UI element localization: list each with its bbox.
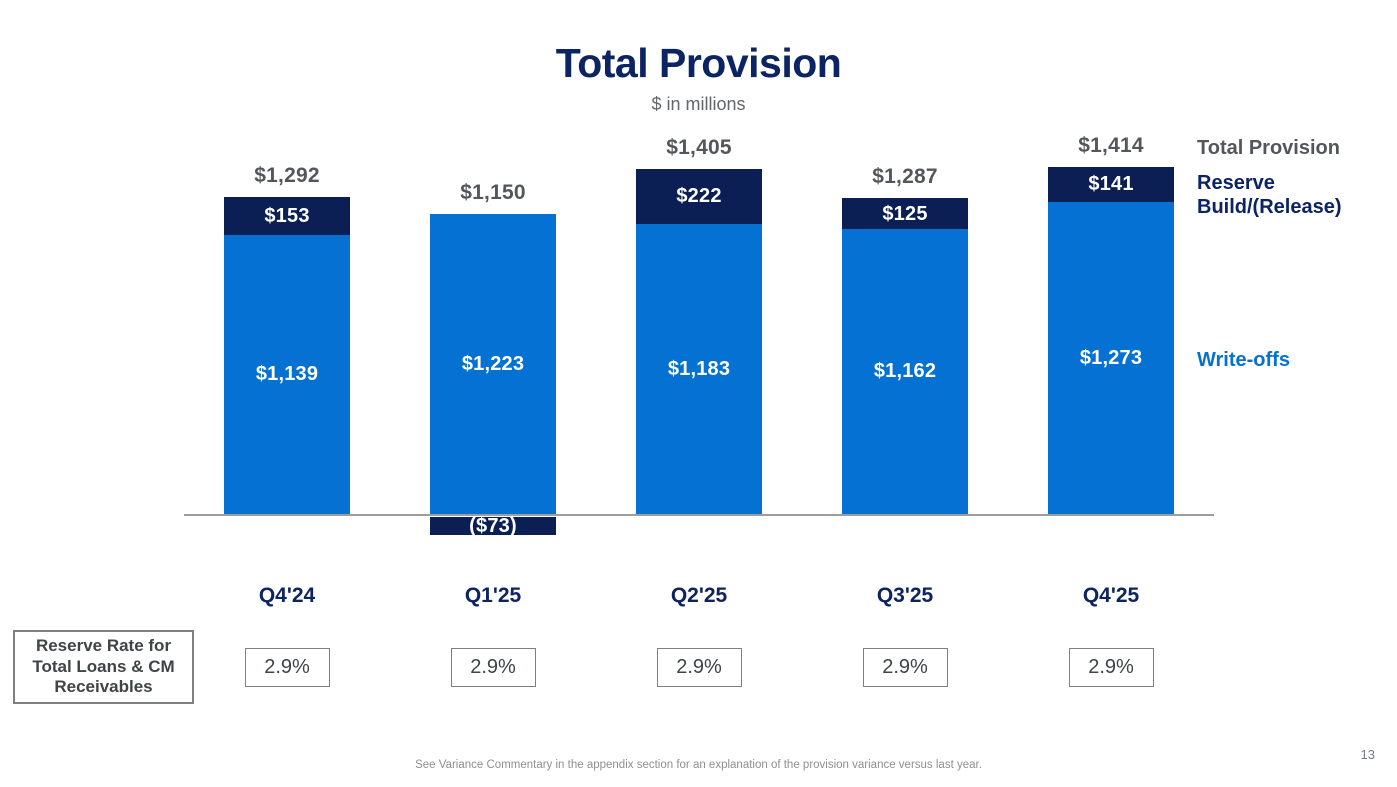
writeoffs-value-label: $1,273	[1079, 346, 1143, 369]
total-value-label: $1,287	[872, 165, 938, 189]
reserve-value-label: $125	[882, 202, 928, 225]
units-subtitle: $ in millions	[651, 94, 746, 114]
reserve-value-label: $222	[676, 185, 722, 208]
total-value-label: $1,414	[1078, 133, 1144, 157]
reserve-rate-value: 2.9%	[656, 648, 742, 687]
writeoffs-value-label: $1,183	[667, 357, 731, 380]
reserve-segment: $153	[224, 197, 350, 235]
total-value-label: $1,405	[666, 136, 732, 160]
writeoffs-segment: $1,223	[430, 213, 556, 515]
writeoffs-value-label: $1,162	[873, 360, 937, 383]
legend-write-offs: Write-offs	[1197, 349, 1290, 371]
reserve-segment: $125	[842, 198, 968, 229]
reserve-segment: ($73)	[430, 514, 556, 537]
quarter-label: Q3'25	[876, 584, 934, 607]
reserve-rate-value: 2.9%	[862, 648, 948, 687]
writeoffs-segment: $1,183	[636, 223, 762, 515]
total-value-label: $1,292	[254, 164, 320, 187]
total-value-label: $1,150	[460, 180, 526, 204]
footnote: See Variance Commentary in the appendix …	[415, 759, 982, 771]
x-axis-line	[184, 514, 1214, 516]
legend-reserve-build-release: Reserve Build/(Release)	[1197, 172, 1342, 218]
reserve-rate-value: 2.9%	[244, 648, 330, 687]
reserve-value-label: $141	[1088, 173, 1134, 196]
quarter-label: Q1'25	[464, 584, 522, 607]
writeoffs-value-label: $1,223	[461, 352, 525, 375]
writeoffs-segment: $1,139	[224, 234, 350, 515]
reserve-rate-value: 2.9%	[450, 648, 536, 687]
reserve-segment: $222	[636, 169, 762, 224]
quarter-label: Q4'25	[1082, 584, 1140, 607]
reserve-segment: $141	[1048, 166, 1174, 202]
quarter-label: Q2'25	[670, 584, 728, 607]
writeoffs-segment: $1,273	[1048, 201, 1174, 515]
legend-total-provision: Total Provision	[1197, 137, 1340, 159]
reserve-value-label: ($73)	[469, 514, 517, 537]
quarter-label: Q4'24	[258, 584, 316, 607]
writeoffs-value-label: $1,139	[255, 363, 319, 386]
reserve-value-label: $153	[264, 204, 310, 227]
writeoffs-segment: $1,162	[842, 228, 968, 515]
reserve-rate-value: 2.9%	[1068, 648, 1154, 687]
page-number: 13	[1360, 747, 1375, 762]
reserve-rate-box-label: Reserve Rate for Total Loans & CM Receiv…	[13, 630, 194, 704]
page-title: Total Provision	[555, 40, 842, 86]
